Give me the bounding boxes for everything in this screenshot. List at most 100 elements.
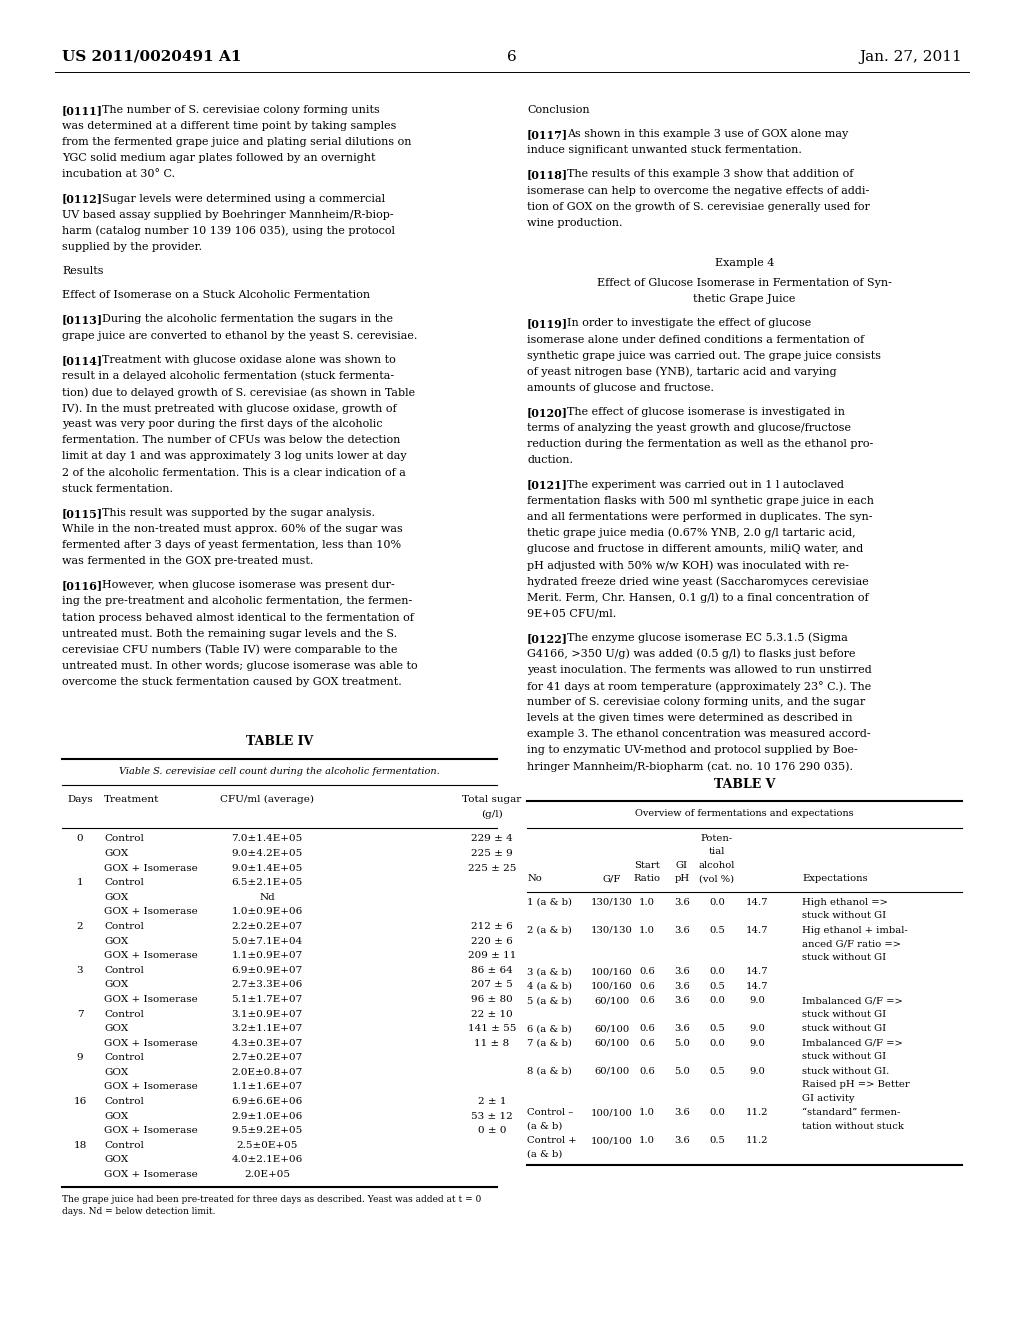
Text: cerevisiae CFU numbers (Table IV) were comparable to the: cerevisiae CFU numbers (Table IV) were c… — [62, 644, 397, 655]
Text: Control: Control — [104, 1097, 144, 1106]
Text: fermentation. The number of CFUs was below the detection: fermentation. The number of CFUs was bel… — [62, 436, 400, 445]
Text: 9.0: 9.0 — [750, 1024, 765, 1034]
Text: 9.0±4.2E+05: 9.0±4.2E+05 — [231, 849, 303, 858]
Text: The enzyme glucose isomerase EC 5.3.1.5 (Sigma: The enzyme glucose isomerase EC 5.3.1.5 … — [566, 632, 848, 643]
Text: 16: 16 — [74, 1097, 87, 1106]
Text: duction.: duction. — [527, 455, 573, 466]
Text: Example 4: Example 4 — [715, 257, 774, 268]
Text: Sugar levels were determined using a commercial: Sugar levels were determined using a com… — [101, 194, 385, 203]
Text: The effect of glucose isomerase is investigated in: The effect of glucose isomerase is inves… — [566, 407, 845, 417]
Text: thetic Grape Juice: thetic Grape Juice — [693, 294, 796, 305]
Text: 6.5±2.1E+05: 6.5±2.1E+05 — [231, 878, 303, 887]
Text: 1 (a & b): 1 (a & b) — [527, 898, 572, 907]
Text: GOX: GOX — [104, 937, 128, 945]
Text: 3.6: 3.6 — [674, 925, 690, 935]
Text: incubation at 30° C.: incubation at 30° C. — [62, 169, 175, 180]
Text: GOX + Isomerase: GOX + Isomerase — [104, 1126, 198, 1135]
Text: [0113]: [0113] — [62, 314, 103, 326]
Text: [0120]: [0120] — [527, 407, 568, 418]
Text: (g/l): (g/l) — [481, 810, 503, 818]
Text: UV based assay supplied by Boehringer Mannheim/R-biop-: UV based assay supplied by Boehringer Ma… — [62, 210, 393, 219]
Text: [0122]: [0122] — [527, 632, 568, 644]
Text: reduction during the fermentation as well as the ethanol pro-: reduction during the fermentation as wel… — [527, 440, 873, 449]
Text: In order to investigate the effect of glucose: In order to investigate the effect of gl… — [566, 318, 811, 329]
Text: fermentation flasks with 500 ml synthetic grape juice in each: fermentation flasks with 500 ml syntheti… — [527, 496, 874, 506]
Text: 0.5: 0.5 — [709, 1024, 725, 1034]
Text: 9: 9 — [77, 1053, 83, 1063]
Text: and all fermentations were performed in duplicates. The syn-: and all fermentations were performed in … — [527, 512, 872, 521]
Text: Nd: Nd — [259, 892, 274, 902]
Text: ing to enzymatic UV-method and protocol supplied by Boe-: ing to enzymatic UV-method and protocol … — [527, 746, 858, 755]
Text: thetic grape juice media (0.67% YNB, 2.0 g/l tartaric acid,: thetic grape juice media (0.67% YNB, 2.0… — [527, 528, 856, 539]
Text: Viable S. cerevisiae cell count during the alcoholic fermentation.: Viable S. cerevisiae cell count during t… — [119, 767, 440, 776]
Text: 4 (a & b): 4 (a & b) — [527, 982, 572, 991]
Text: GOX + Isomerase: GOX + Isomerase — [104, 952, 198, 960]
Text: supplied by the provider.: supplied by the provider. — [62, 242, 202, 252]
Text: stuck fermentation.: stuck fermentation. — [62, 483, 173, 494]
Text: 6.9±6.6E+06: 6.9±6.6E+06 — [231, 1097, 303, 1106]
Text: 2: 2 — [77, 921, 83, 931]
Text: GOX: GOX — [104, 1111, 128, 1121]
Text: 1.0±0.9E+06: 1.0±0.9E+06 — [231, 907, 303, 916]
Text: Raised pH => Better: Raised pH => Better — [802, 1081, 909, 1089]
Text: 3: 3 — [77, 966, 83, 974]
Text: GOX: GOX — [104, 1068, 128, 1077]
Text: However, when glucose isomerase was present dur-: However, when glucose isomerase was pres… — [101, 581, 394, 590]
Text: 2.5±0E+05: 2.5±0E+05 — [237, 1140, 298, 1150]
Text: tion of GOX on the growth of S. cerevisiae generally used for: tion of GOX on the growth of S. cerevisi… — [527, 202, 869, 211]
Text: 8 (a & b): 8 (a & b) — [527, 1067, 571, 1076]
Text: G4166, >350 U/g) was added (0.5 g/l) to flasks just before: G4166, >350 U/g) was added (0.5 g/l) to … — [527, 648, 855, 659]
Text: 1.0: 1.0 — [639, 1137, 655, 1146]
Text: 2.7±0.2E+07: 2.7±0.2E+07 — [231, 1053, 303, 1063]
Text: GI activity: GI activity — [802, 1094, 854, 1104]
Text: fermented after 3 days of yeast fermentation, less than 10%: fermented after 3 days of yeast fermenta… — [62, 540, 401, 550]
Text: [0112]: [0112] — [62, 194, 103, 205]
Text: yeast inoculation. The ferments was allowed to run unstirred: yeast inoculation. The ferments was allo… — [527, 665, 871, 675]
Text: 1.0: 1.0 — [639, 898, 655, 907]
Text: This result was supported by the sugar analysis.: This result was supported by the sugar a… — [101, 508, 375, 517]
Text: GOX: GOX — [104, 981, 128, 989]
Text: hydrated freeze dried wine yeast (Saccharomyces cerevisiae: hydrated freeze dried wine yeast (Saccha… — [527, 577, 868, 587]
Text: 6.9±0.9E+07: 6.9±0.9E+07 — [231, 966, 303, 974]
Text: induce significant unwanted stuck fermentation.: induce significant unwanted stuck fermen… — [527, 145, 802, 156]
Text: days. Nd = below detection limit.: days. Nd = below detection limit. — [62, 1206, 215, 1216]
Text: 2 (a & b): 2 (a & b) — [527, 925, 571, 935]
Text: 3.2±1.1E+07: 3.2±1.1E+07 — [231, 1024, 303, 1034]
Text: 60/100: 60/100 — [594, 997, 630, 1006]
Text: “standard” fermen-: “standard” fermen- — [802, 1109, 900, 1118]
Text: 9.5±9.2E+05: 9.5±9.2E+05 — [231, 1126, 303, 1135]
Text: GOX: GOX — [104, 1024, 128, 1034]
Text: 0.6: 0.6 — [639, 997, 655, 1006]
Text: Effect of Glucose Isomerase in Fermentation of Syn-: Effect of Glucose Isomerase in Fermentat… — [597, 279, 892, 288]
Text: 0.5: 0.5 — [709, 1067, 725, 1076]
Text: Control: Control — [104, 1010, 144, 1019]
Text: 4.3±0.3E+07: 4.3±0.3E+07 — [231, 1039, 303, 1048]
Text: 220 ± 6: 220 ± 6 — [471, 937, 513, 945]
Text: TABLE IV: TABLE IV — [246, 735, 313, 748]
Text: 9.0: 9.0 — [750, 1067, 765, 1076]
Text: 212 ± 6: 212 ± 6 — [471, 921, 513, 931]
Text: Poten-: Poten- — [700, 834, 733, 843]
Text: synthetic grape juice was carried out. The grape juice consists: synthetic grape juice was carried out. T… — [527, 351, 881, 360]
Text: 3.6: 3.6 — [674, 1024, 690, 1034]
Text: 6 (a & b): 6 (a & b) — [527, 1024, 571, 1034]
Text: tial: tial — [709, 847, 725, 857]
Text: [0114]: [0114] — [62, 355, 103, 366]
Text: Imbalanced G/F =>: Imbalanced G/F => — [802, 1039, 903, 1048]
Text: [0111]: [0111] — [62, 106, 103, 116]
Text: Conclusion: Conclusion — [527, 106, 590, 115]
Text: overcome the stuck fermentation caused by GOX treatment.: overcome the stuck fermentation caused b… — [62, 677, 401, 686]
Text: Ratio: Ratio — [634, 874, 660, 883]
Text: 5 (a & b): 5 (a & b) — [527, 997, 571, 1006]
Text: 229 ± 4: 229 ± 4 — [471, 834, 513, 843]
Text: CFU/ml (average): CFU/ml (average) — [220, 796, 314, 804]
Text: 0: 0 — [77, 834, 83, 843]
Text: 225 ± 9: 225 ± 9 — [471, 849, 513, 858]
Text: GOX + Isomerase: GOX + Isomerase — [104, 907, 198, 916]
Text: Effect of Isomerase on a Stuck Alcoholic Fermentation: Effect of Isomerase on a Stuck Alcoholic… — [62, 290, 370, 300]
Text: High ethanol =>: High ethanol => — [802, 898, 888, 907]
Text: 2.0E±0.8+07: 2.0E±0.8+07 — [231, 1068, 303, 1077]
Text: 207 ± 5: 207 ± 5 — [471, 981, 513, 989]
Text: 14.7: 14.7 — [745, 982, 768, 991]
Text: Control +: Control + — [527, 1137, 577, 1146]
